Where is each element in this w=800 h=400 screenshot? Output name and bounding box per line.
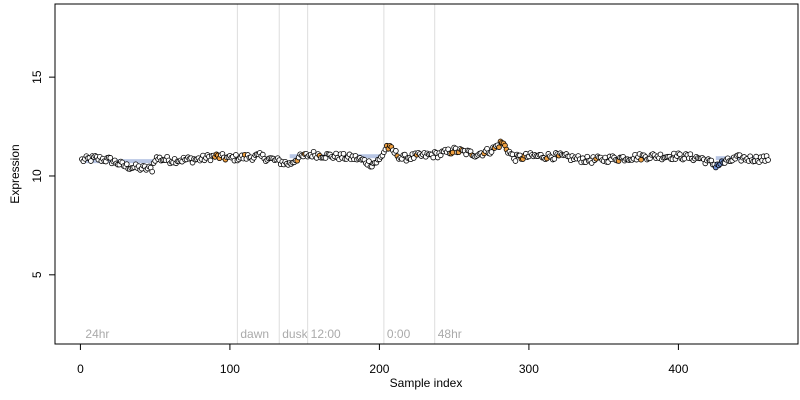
data-point	[366, 158, 372, 164]
data-point	[207, 157, 214, 164]
y-tick-label: 15	[30, 70, 44, 84]
data-point	[340, 150, 347, 157]
y-tick-label: 10	[30, 169, 44, 183]
y-axis-label: Expression	[8, 144, 22, 203]
data-point	[765, 157, 771, 163]
x-tick-label: 400	[668, 362, 688, 376]
data-point	[430, 154, 437, 161]
marker-label: 12:00	[311, 327, 341, 341]
marker-label: dawn	[240, 327, 269, 341]
x-axis-label: Sample index	[390, 376, 463, 390]
data-point	[496, 144, 502, 151]
data-point	[149, 168, 155, 175]
plot-frame	[54, 3, 799, 345]
marker-label: 48hr	[438, 327, 462, 341]
marker-label: dusk	[282, 327, 308, 341]
data-point	[657, 151, 664, 158]
marker-label: 0:00	[387, 327, 411, 341]
y-tick-label: 5	[30, 271, 44, 278]
data-point	[123, 161, 130, 167]
data-point	[393, 148, 399, 154]
time-markers: dawn dusk 12:00 0:00 48hr 24hr	[85, 4, 462, 344]
data-point	[551, 156, 558, 162]
data-point	[753, 153, 759, 160]
data-point	[233, 152, 239, 158]
data-point	[512, 158, 519, 164]
data-point	[402, 151, 408, 158]
data-point	[107, 155, 114, 161]
x-tick-label: 0	[77, 362, 84, 376]
corner-label: 24hr	[85, 327, 109, 341]
x-tick-label: 300	[519, 362, 539, 376]
data-points	[79, 138, 771, 175]
x-tick-label: 200	[369, 362, 389, 376]
x-axis: 0 100 200 300 400	[77, 343, 689, 376]
x-tick-label: 100	[220, 362, 240, 376]
data-point	[687, 151, 694, 157]
y-axis: 5 10 15	[30, 70, 56, 278]
data-point	[88, 158, 94, 164]
